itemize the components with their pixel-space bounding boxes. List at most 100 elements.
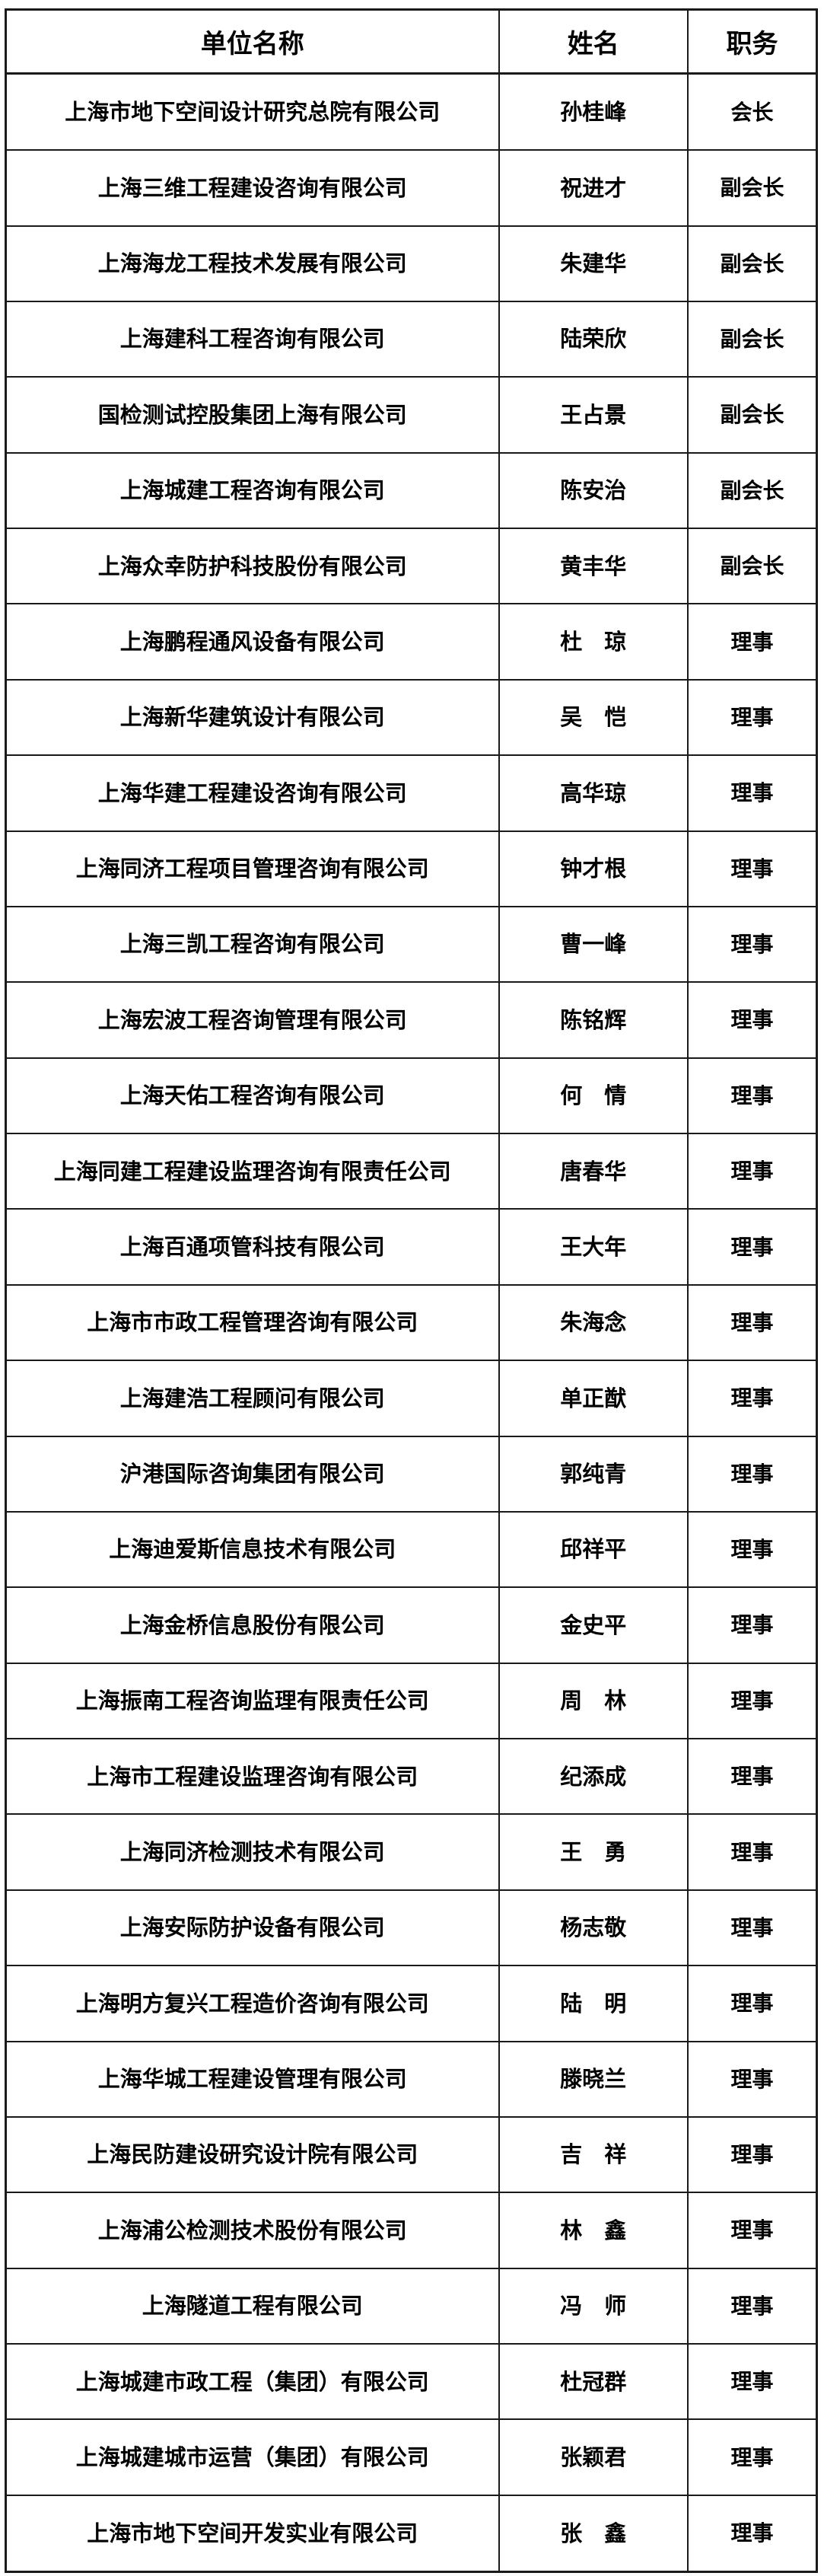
name-cell: 林 鑫	[498, 2192, 689, 2269]
position-cell: 副会长	[687, 376, 818, 454]
table-row: 上海三维工程建设咨询有限公司 祝进才 副会长	[5, 149, 818, 227]
name-cell: 陈安治	[498, 451, 689, 530]
table-row: 上海建科工程咨询有限公司 陆荣欣 副会长	[5, 300, 818, 378]
company-cell: 上海建浩工程顾问有限公司	[5, 1360, 500, 1437]
table-row: 上海同建工程建设监理咨询有限责任公司 唐春华 理事	[5, 1133, 818, 1210]
table-row: 上海天佑工程咨询有限公司何 情理事	[5, 1057, 818, 1135]
table-row: 上海民防建设研究设计院有限公司吉 祥理事	[5, 2115, 818, 2194]
position-cell: 理事	[687, 2494, 818, 2573]
company-cell: 上海城建市政工程（集团）有限公司	[5, 2343, 500, 2421]
position-cell: 理事	[687, 678, 818, 757]
position-cell: 理事	[687, 2343, 818, 2421]
table-row: 上海市地下空间开发实业有限公司张 鑫理事	[5, 2494, 818, 2573]
company-cell: 上海同建工程建设监理咨询有限责任公司	[5, 1133, 500, 1210]
company-cell: 上海宏波工程咨询管理有限公司	[5, 981, 500, 1059]
position-cell: 理事	[687, 905, 818, 984]
header-row: 单位名称 姓名 职务	[5, 8, 818, 75]
table-row: 上海三凯工程咨询有限公司 曹一峰 理事	[5, 905, 818, 984]
company-cell: 上海迪爱斯信息技术有限公司	[5, 1510, 500, 1589]
name-cell: 高华琼	[498, 754, 689, 832]
name-cell: 张 鑫	[498, 2494, 689, 2573]
table-row: 上海城建城市运营（集团）有限公司 张颖君 理事	[5, 2418, 818, 2496]
company-cell: 上海三维工程建设咨询有限公司	[5, 149, 500, 227]
position-cell: 理事	[687, 1283, 818, 1362]
table-row: 上海金桥信息股份有限公司 金史平 理事	[5, 1586, 818, 1664]
name-cell: 纪添成	[498, 1738, 689, 1816]
table-row: 上海建浩工程顾问有限公司 单正猷 理事	[5, 1360, 818, 1437]
name-cell: 杨志敬	[498, 1889, 689, 1967]
company-cell: 上海金桥信息股份有限公司	[5, 1586, 500, 1664]
company-cell: 沪港国际咨询集团有限公司	[5, 1435, 500, 1513]
table-row: 上海百通项管科技有限公司 王大年 理事	[5, 1208, 818, 1286]
company-cell: 上海百通项管科技有限公司	[5, 1208, 500, 1286]
position-cell: 理事	[687, 2115, 818, 2194]
company-cell: 上海安际防护设备有限公司	[5, 1889, 500, 1967]
position-cell: 理事	[687, 2192, 818, 2269]
table-row: 上海浦公检测技术股份有限公司林 鑫理事	[5, 2192, 818, 2269]
table-row: 上海海龙工程技术发展有限公司 朱建华 副会长	[5, 225, 818, 302]
position-cell: 理事	[687, 1586, 818, 1664]
company-cell: 上海明方复兴工程造价咨询有限公司	[5, 1965, 500, 2042]
name-cell: 周 林	[498, 1662, 689, 1740]
company-cell: 上海新华建筑设计有限公司	[5, 678, 500, 757]
members-table: 单位名称 姓名 职务 上海市地下空间设计研究总院有限公司 孙桂峰 会长 上海三维工程建…	[5, 8, 818, 2573]
table-row: 上海城建市政工程（集团）有限公司 杜冠群 理事	[5, 2343, 818, 2421]
table-row: 上海隧道工程有限公司冯 师理事	[5, 2267, 818, 2345]
position-cell: 理事	[687, 2040, 818, 2118]
company-cell: 上海城建工程咨询有限公司	[5, 451, 500, 530]
company-cell: 上海华城工程建设管理有限公司	[5, 2040, 500, 2118]
table-row: 上海迪爱斯信息技术有限公司 邱祥平 理事	[5, 1510, 818, 1589]
position-cell: 理事	[687, 830, 818, 907]
table-row: 上海众幸防护科技股份有限公司 黄丰华 副会长	[5, 528, 818, 605]
header-person-name: 姓名	[498, 8, 689, 75]
position-cell: 副会长	[687, 528, 818, 605]
table-row: 上海安际防护设备有限公司 杨志敬 理事	[5, 1889, 818, 1967]
name-cell: 朱海念	[498, 1283, 689, 1362]
table-row: 沪港国际咨询集团有限公司 郭纯青 理事	[5, 1435, 818, 1513]
name-cell: 陈铭辉	[498, 981, 689, 1059]
company-cell: 上海同济检测技术有限公司	[5, 1813, 500, 1891]
company-cell: 上海市地下空间设计研究总院有限公司	[5, 72, 500, 151]
position-cell: 理事	[687, 603, 818, 681]
position-cell: 理事	[687, 1662, 818, 1740]
name-cell: 吉 祥	[498, 2115, 689, 2194]
position-cell: 理事	[687, 1813, 818, 1891]
name-cell: 滕晓兰	[498, 2040, 689, 2118]
table-row: 上海华建工程建设咨询有限公司 高华琼 理事	[5, 754, 818, 832]
position-cell: 副会长	[687, 149, 818, 227]
company-cell: 上海民防建设研究设计院有限公司	[5, 2115, 500, 2194]
company-cell: 上海鹏程通风设备有限公司	[5, 603, 500, 681]
position-cell: 理事	[687, 2267, 818, 2345]
name-cell: 曹一峰	[498, 905, 689, 984]
name-cell: 陆 明	[498, 1965, 689, 2042]
name-cell: 冯 师	[498, 2267, 689, 2345]
header-unit-name: 单位名称	[5, 8, 500, 75]
company-cell: 上海同济工程项目管理咨询有限公司	[5, 830, 500, 907]
table-row: 上海宏波工程咨询管理有限公司 陈铭辉 理事	[5, 981, 818, 1059]
position-cell: 副会长	[687, 225, 818, 302]
position-cell: 理事	[687, 1360, 818, 1437]
name-cell: 王大年	[498, 1208, 689, 1286]
name-cell: 黄丰华	[498, 528, 689, 605]
table-row: 上海明方复兴工程造价咨询有限公司陆 明理事	[5, 1965, 818, 2042]
position-cell: 理事	[687, 2418, 818, 2496]
company-cell: 上海城建城市运营（集团）有限公司	[5, 2418, 500, 2496]
name-cell: 王 勇	[498, 1813, 689, 1891]
company-cell: 上海振南工程咨询监理有限责任公司	[5, 1662, 500, 1740]
name-cell: 郭纯青	[498, 1435, 689, 1513]
members-roster: 单位名称 姓名 职务 上海市地下空间设计研究总院有限公司 孙桂峰 会长 上海三维工程建…	[5, 8, 818, 2573]
table-row: 上海振南工程咨询监理有限责任公司周 林理事	[5, 1662, 818, 1740]
position-cell: 理事	[687, 754, 818, 832]
name-cell: 唐春华	[498, 1133, 689, 1210]
table-row: 上海华城工程建设管理有限公司 滕晓兰 理事	[5, 2040, 818, 2118]
company-cell: 上海三凯工程咨询有限公司	[5, 905, 500, 984]
table-row: 上海市地下空间设计研究总院有限公司 孙桂峰 会长	[5, 72, 818, 151]
position-cell: 理事	[687, 1057, 818, 1135]
position-cell: 理事	[687, 1965, 818, 2042]
position-cell: 理事	[687, 1738, 818, 1816]
company-cell: 国检测试控股集团上海有限公司	[5, 376, 500, 454]
name-cell: 朱建华	[498, 225, 689, 302]
table-row: 上海同济检测技术有限公司王 勇理事	[5, 1813, 818, 1891]
position-cell: 副会长	[687, 300, 818, 378]
position-cell: 理事	[687, 1889, 818, 1967]
